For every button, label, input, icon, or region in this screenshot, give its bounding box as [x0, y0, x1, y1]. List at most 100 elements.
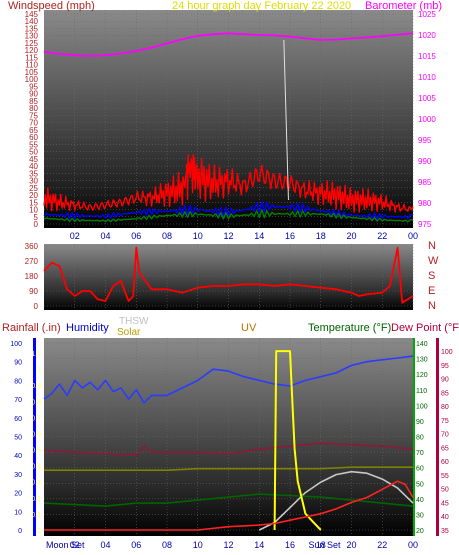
- wind-dir-y-tick: 360: [25, 242, 39, 251]
- solar-line: [258, 470, 414, 531]
- temp-y-tick: 120: [416, 372, 428, 379]
- humidity-label: Humidity: [66, 322, 109, 334]
- dew-y-tick: 55: [441, 473, 449, 480]
- windspeed-tick: 30: [29, 177, 38, 186]
- humidity-y-tick: 20: [14, 491, 22, 498]
- temperature-label: Temperature (°F): [308, 322, 391, 334]
- thsw-label: THSW: [119, 316, 149, 327]
- rain-y-tick: 1: [37, 367, 41, 374]
- windspeed-tick: 145: [25, 10, 39, 19]
- humidity-y-tick: 70: [14, 397, 22, 404]
- humidity-line: [43, 355, 414, 404]
- windspeed-axis-label: Windspeed (mph): [8, 0, 95, 12]
- dew-y-tick: 75: [441, 418, 449, 425]
- dew-y-tick: 35: [441, 528, 449, 535]
- humidity-y-tick: 0: [18, 528, 22, 535]
- barometer-line: [43, 32, 414, 57]
- rainfall-line: [44, 480, 414, 531]
- humidity-y-tick: 90: [14, 360, 22, 367]
- wind-dir-y-tick: 180: [25, 272, 39, 281]
- barometer-tick: 990: [418, 157, 432, 166]
- temp-y-tick: 130: [416, 357, 428, 364]
- wind-baro-x-tick: 06: [131, 231, 141, 241]
- rainfall-axis-label: Rainfall (.in): [2, 322, 61, 334]
- rain-axis-bar: [33, 338, 36, 536]
- temp-y-tick: 30: [416, 512, 424, 519]
- windspeed-tick: 80: [29, 104, 38, 113]
- thsw-line: [43, 493, 414, 507]
- rain-temp-x-tick: 12: [223, 540, 233, 550]
- rain-y-tick: 1.1: [31, 351, 41, 358]
- wind-dir-y-tick: 270: [25, 257, 39, 266]
- humidity-y-tick: 30: [14, 472, 22, 479]
- wind-baro-x-tick: 22: [377, 231, 387, 241]
- wind-low-line: [43, 209, 414, 223]
- rain-temp-x-tick: 18: [316, 540, 326, 550]
- rain-y-tick: 0.9: [31, 383, 41, 390]
- windspeed-tick: 120: [25, 46, 39, 55]
- dew-y-tick: 100: [441, 349, 453, 356]
- rain-y-tick: 0.5: [31, 448, 41, 455]
- rain-y-tick: 0.1: [31, 512, 41, 519]
- temp-y-tick: 70: [416, 450, 424, 457]
- barometer-tick: 985: [418, 178, 432, 187]
- barometer-tick: 1025: [418, 10, 436, 19]
- uv-line: [273, 350, 322, 531]
- dew-y-tick: 50: [441, 487, 449, 494]
- humidity-y-tick: 40: [14, 453, 22, 460]
- temp-y-tick: 20: [416, 528, 424, 535]
- temp-y-tick: 40: [416, 497, 424, 504]
- wind-dir-y-tick: 0: [34, 302, 39, 311]
- temperature-line: [43, 442, 414, 457]
- compass-tick: N: [428, 300, 436, 312]
- wind-baro-x-tick: 02: [70, 231, 80, 241]
- wind-baro-x-tick: 10: [193, 231, 203, 241]
- dew-point-line: [44, 466, 413, 472]
- wind-direction-line: [43, 246, 414, 304]
- rain-y-tick: 0.6: [31, 431, 41, 438]
- rain-temp-x-tick: 20: [346, 540, 356, 550]
- dew-y-tick: 70: [441, 432, 449, 439]
- humidity-y-tick: 100: [10, 341, 22, 348]
- temp-y-tick: 60: [416, 466, 424, 473]
- rain-temp-x-tick: 08: [162, 540, 172, 550]
- rain-temp-x-tick: 10: [193, 540, 203, 550]
- windspeed-tick: 135: [25, 24, 39, 33]
- temp-y-tick: 90: [416, 419, 424, 426]
- barometer-axis-label: Barometer (mb): [365, 0, 442, 12]
- rain-temp-x-tick: 06: [131, 540, 141, 550]
- wind-baro-x-tick: 20: [346, 231, 356, 241]
- wind-average-line: [43, 200, 414, 221]
- dew-axis-bar: [436, 338, 439, 536]
- windspeed-tick: 130: [25, 32, 39, 41]
- windspeed-tick: 115: [25, 53, 38, 62]
- barometer-tick: 1010: [418, 73, 436, 82]
- barometer-tick: 995: [418, 136, 432, 145]
- barometer-tick: 1005: [418, 94, 436, 103]
- dew-y-tick: 65: [441, 445, 449, 452]
- barometer-tick: 1020: [418, 31, 436, 40]
- windspeed-tick: 0: [34, 220, 39, 229]
- windspeed-tick: 5: [34, 213, 39, 222]
- windspeed-tick: 45: [29, 155, 38, 164]
- temp-y-tick: 100: [416, 403, 428, 410]
- rain-y-tick: 0: [37, 528, 41, 535]
- rain-y-tick: 0.4: [31, 464, 41, 471]
- windspeed-tick: 100: [25, 75, 39, 84]
- rain-temp-x-tick: 22: [377, 540, 387, 550]
- compass-tick: W: [428, 255, 439, 267]
- dew-y-tick: 90: [441, 377, 449, 384]
- windspeed-tick: 55: [29, 140, 38, 149]
- windspeed-tick: 140: [25, 17, 39, 26]
- wind-baro-x-tick: 04: [100, 231, 110, 241]
- windspeed-tick: 65: [29, 126, 38, 135]
- wind-gust-line: [43, 153, 414, 213]
- solar-label: Solar: [117, 327, 141, 338]
- compass-tick: E: [428, 285, 435, 297]
- windspeed-tick: 10: [29, 206, 38, 215]
- dew-y-tick: 95: [441, 363, 449, 370]
- temp-axis-bar: [413, 338, 415, 536]
- windspeed-tick: 60: [29, 133, 38, 142]
- rain-temp-x-tick: 16: [285, 540, 295, 550]
- temp-y-tick: 50: [416, 481, 424, 488]
